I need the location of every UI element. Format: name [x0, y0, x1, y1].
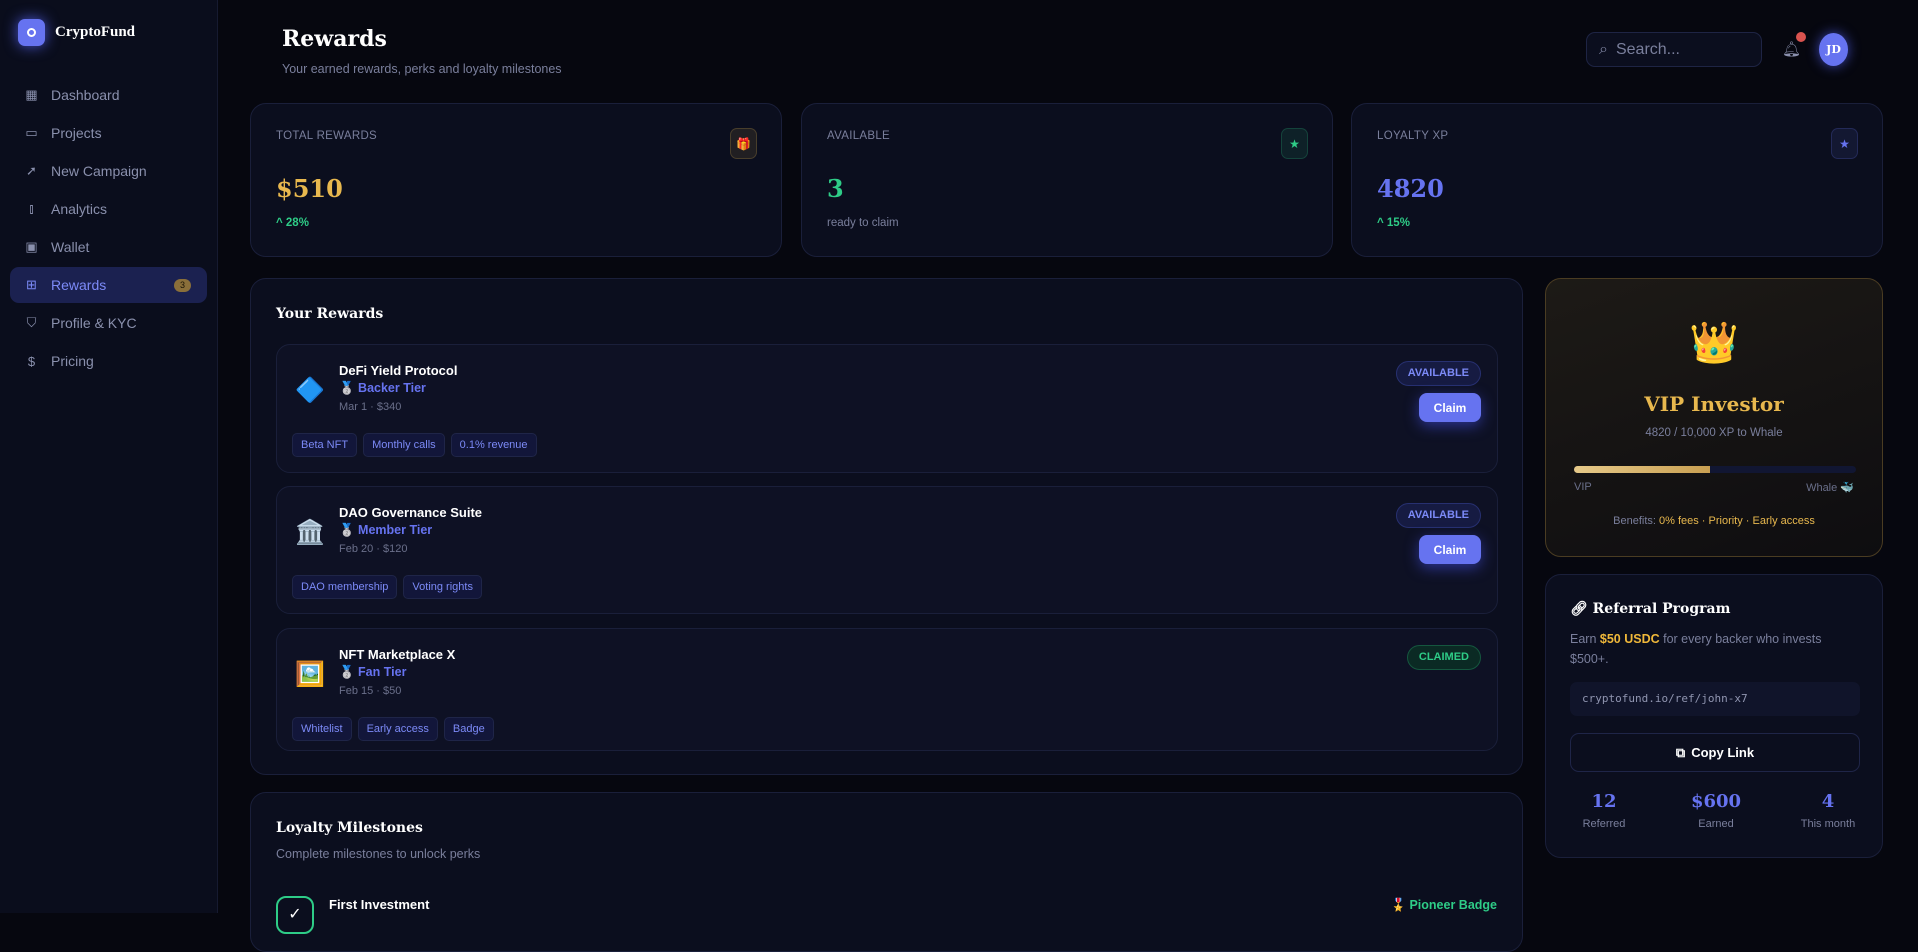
perk-tag: Beta NFT: [292, 433, 358, 457]
sidebar-item-wallet[interactable]: ▣ Wallet: [25, 239, 90, 255]
crown-icon: 👑: [1689, 321, 1739, 365]
search-icon: ⌕: [1599, 40, 1608, 58]
link-icon: 🔗︎: [1570, 601, 1588, 617]
rocket-icon: ➚: [26, 163, 37, 178]
logo[interactable]: CryptoFund: [18, 19, 135, 46]
referral-title: 🔗︎ Referral Program: [1570, 601, 1731, 617]
claim-button[interactable]: Claim: [1419, 535, 1481, 564]
stat-card: AVAILABLE 3 ready to claim ★: [801, 103, 1333, 257]
your-rewards-card: Your Rewards 🔷 DeFi Yield Protocol 🥈 Bac…: [250, 278, 1523, 775]
referral-stat: $600 Earned: [1690, 791, 1742, 830]
stat-value: 3: [827, 174, 844, 203]
referral-description: Earn $50 USDC for every backer who inves…: [1570, 632, 1822, 666]
sidebar: CryptoFund ▦ Dashboard ▭ Projects ➚ New Campa…: [0, 0, 218, 913]
count-badge: 3: [174, 278, 191, 292]
grid-icon: ▦: [25, 87, 38, 102]
sidebar-item-profile-kyc[interactable]: ⛉ Profile & KYC: [10, 305, 207, 341]
page-subtitle: Your earned rewards, perks and loyalty m…: [282, 62, 562, 76]
perk-tag: Early access: [357, 717, 438, 741]
loyalty-milestones-card: Loyalty Milestones Complete milestones t…: [250, 792, 1523, 952]
page-title: Rewards: [282, 26, 387, 52]
benefits: Benefits: 0% fees · Priority · Early acc…: [1613, 515, 1815, 527]
stat-value: 4820: [1377, 174, 1444, 203]
status-badge: AVAILABLE: [1395, 503, 1481, 528]
sidebar-item-projects[interactable]: ▭ Projects: [25, 125, 102, 141]
sidebar-item-dashboard[interactable]: ▦ Dashboard: [25, 87, 120, 103]
status-badge: AVAILABLE: [1395, 361, 1481, 386]
project-name: DAO Governance Suite: [339, 505, 483, 520]
project-icon: 🔷: [295, 377, 325, 404]
reward-item: 🖼️ NFT Marketplace X 🥈 Fan Tier Feb 15 ·…: [276, 628, 1498, 751]
stat-sub: ^ 28%: [276, 217, 309, 229]
notification-dot: [1796, 32, 1806, 42]
sidebar-item-analytics[interactable]: ⫾ Analytics: [10, 191, 207, 227]
folder-icon: ▭: [25, 125, 38, 140]
tier: 🥈 Fan Tier: [339, 665, 407, 679]
referral-link[interactable]: cryptofund.io/ref/john-x7: [1570, 682, 1860, 716]
stat-card: LOYALTY XP 4820 ^ 15% ★: [1351, 103, 1883, 257]
check-icon: ✓: [276, 896, 314, 934]
tier: 🥈 Member Tier: [339, 523, 433, 537]
app-name: CryptoFund: [55, 24, 136, 40]
referral-card: 🔗︎ Referral Program Earn $50 USDC for ev…: [1545, 574, 1883, 858]
perk-tag: Whitelist: [292, 717, 352, 741]
progress-start-label: VIP: [1574, 481, 1592, 493]
reward-meta: Feb 20 · $120: [339, 543, 408, 555]
xp-text: 4820 / 10,000 XP to Whale: [1645, 427, 1783, 439]
bar-chart-icon: ⫾: [29, 201, 34, 216]
logo-icon: [18, 19, 45, 46]
reward-meta: Feb 15 · $50: [339, 685, 402, 697]
gift-icon: ⊞: [26, 277, 37, 292]
perk-tag: DAO membership: [292, 575, 398, 599]
reward-meta: Mar 1 · $340: [339, 401, 402, 413]
reward-item: 🔷 DeFi Yield Protocol 🥈 Backer Tier Mar …: [276, 344, 1498, 473]
sidebar-item-new-campaign[interactable]: ➚ New Campaign: [10, 153, 207, 189]
stat-value: $510: [276, 174, 343, 203]
stat-label: TOTAL REWARDS: [276, 130, 378, 142]
section-title: Loyalty Milestones: [276, 820, 423, 836]
milestone-name: First Investment: [329, 897, 430, 912]
reward-item: 🏛️ DAO Governance Suite 🥈 Member Tier Fe…: [276, 486, 1498, 614]
section-subtitle: Complete milestones to unlock perks: [276, 847, 481, 861]
stat-label: LOYALTY XP: [1377, 130, 1449, 142]
sidebar-item-pricing[interactable]: $ Pricing: [10, 343, 207, 379]
section-title: Your Rewards: [276, 306, 384, 322]
perk-tag: Monthly calls: [363, 433, 445, 457]
perk-tag: 0.1% revenue: [450, 433, 537, 457]
stat-label: AVAILABLE: [827, 130, 891, 142]
star-icon: ★: [1831, 128, 1858, 159]
search-input[interactable]: ⌕ Search...: [1586, 32, 1762, 67]
milestone-reward: 🎖️ Pioneer Badge: [1390, 898, 1497, 912]
avatar[interactable]: JD: [1819, 33, 1848, 66]
status-badge: CLAIMED: [1406, 645, 1481, 670]
star-icon: ★: [1281, 128, 1308, 159]
copy-icon: ⧉: [1675, 744, 1686, 760]
project-icon: 🖼️: [295, 661, 325, 688]
project-icon: 🏛️: [295, 519, 325, 546]
progress-end-label: Whale 🐳: [1806, 482, 1854, 494]
wallet-icon: ▣: [25, 239, 38, 254]
project-name: DeFi Yield Protocol: [339, 363, 458, 378]
referral-stat: 12 Referred: [1582, 791, 1626, 830]
gift-icon: 🎁: [730, 128, 757, 159]
project-name: NFT Marketplace X: [339, 647, 456, 662]
sidebar-nav: ▦ Dashboard ▭ Projects ➚ New Campaign ⫾ Analyti…: [10, 77, 207, 381]
vip-title: VIP Investor: [1644, 392, 1784, 416]
bell-icon[interactable]: 🔔︎: [1782, 41, 1802, 58]
referral-stat: 4 This month: [1800, 791, 1856, 830]
sidebar-item-rewards[interactable]: ⊞ Rewards 3: [10, 267, 207, 303]
stat-sub: ready to claim: [827, 217, 899, 229]
dollar-icon: $: [27, 353, 36, 369]
claim-button[interactable]: Claim: [1419, 393, 1481, 422]
copy-link-button[interactable]: ⧉ Copy Link: [1570, 733, 1860, 772]
stat-card: TOTAL REWARDS $510 ^ 28% 🎁: [250, 103, 782, 257]
xp-progress-bar: [1574, 466, 1856, 473]
vip-card: 👑 VIP Investor 4820 / 10,000 XP to Whale…: [1545, 278, 1883, 557]
perk-tag: Voting rights: [403, 575, 482, 599]
shield-icon: ⛉: [26, 315, 37, 330]
tier: 🥈 Backer Tier: [339, 381, 426, 395]
stat-sub: ^ 15%: [1377, 217, 1410, 229]
perk-tag: Badge: [443, 717, 494, 741]
